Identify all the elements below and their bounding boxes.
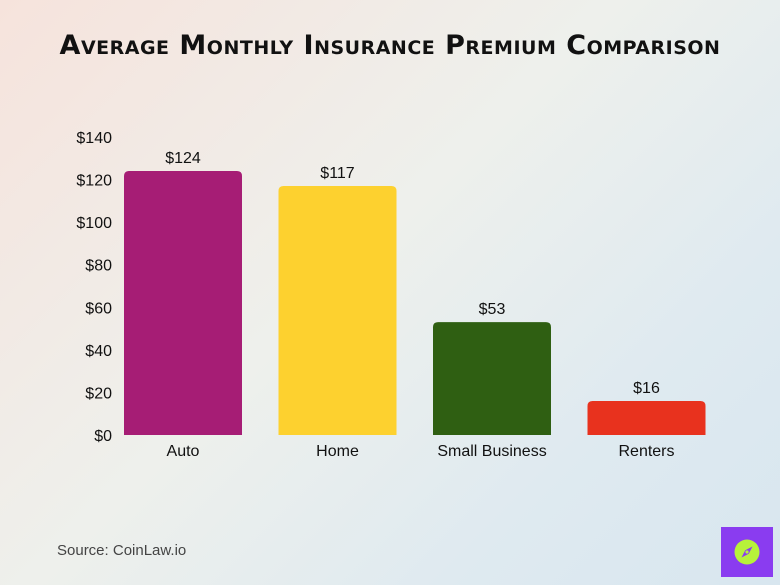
y-tick-label: $0 bbox=[94, 428, 112, 445]
y-tick-label: $80 bbox=[85, 258, 112, 275]
y-tick-label: $40 bbox=[85, 343, 112, 360]
chart-title: Average Monthly Insurance Premium Compar… bbox=[59, 30, 721, 61]
source-note: Source: CoinLaw.io bbox=[57, 542, 187, 559]
category-label: Small Business bbox=[437, 443, 546, 460]
y-tick-label: $20 bbox=[85, 385, 112, 402]
value-label: $117 bbox=[320, 165, 355, 182]
value-label: $124 bbox=[165, 150, 201, 167]
bar-renters bbox=[587, 400, 706, 435]
value-label: $16 bbox=[633, 380, 660, 397]
value-label: $53 bbox=[479, 301, 506, 318]
bar-home bbox=[278, 185, 397, 435]
y-tick-label: $140 bbox=[76, 130, 112, 147]
compass-icon bbox=[734, 539, 760, 565]
y-tick-label: $120 bbox=[76, 173, 112, 190]
y-tick-label: $60 bbox=[85, 300, 112, 317]
category-label: Auto bbox=[167, 443, 200, 460]
bar-small-business bbox=[433, 322, 551, 435]
y-axis-ticks: $0 $20 $40 $60 $80 $100 $120 $140 bbox=[76, 130, 112, 445]
category-label: Renters bbox=[618, 443, 674, 460]
value-labels: $124 $117 $53 $16 bbox=[165, 150, 660, 397]
y-tick-label: $100 bbox=[76, 215, 112, 232]
bars bbox=[124, 171, 706, 436]
category-label: Home bbox=[316, 443, 359, 460]
category-labels: Auto Home Small Business Renters bbox=[167, 443, 675, 460]
bar-auto bbox=[124, 171, 242, 436]
logo-badge bbox=[721, 527, 773, 577]
